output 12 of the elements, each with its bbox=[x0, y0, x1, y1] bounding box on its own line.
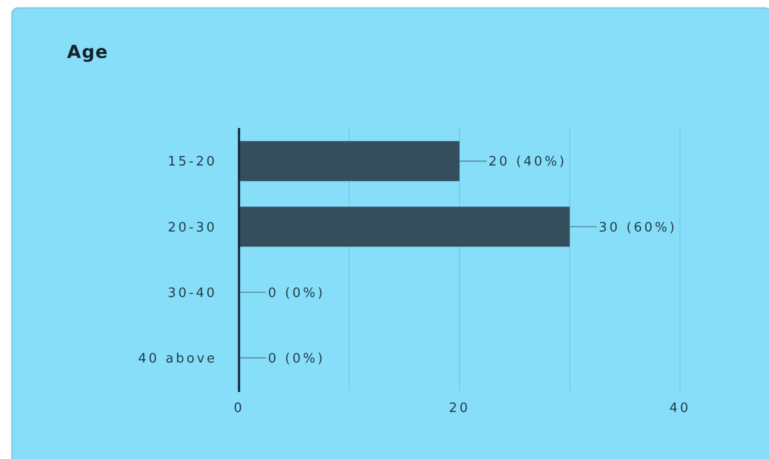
data-label: 0 (0%) bbox=[268, 351, 325, 366]
y-tick-label: 15-20 bbox=[168, 154, 217, 170]
y-tick-label: 40 above bbox=[138, 351, 217, 366]
data-label: 30 (60%) bbox=[598, 220, 677, 236]
x-tick-label: 0 bbox=[234, 401, 244, 416]
data-label: 0 (0%) bbox=[268, 286, 325, 301]
data-label: 20 (40%) bbox=[488, 154, 567, 170]
x-tick-label: 20 bbox=[448, 401, 470, 416]
text: Age bbox=[67, 42, 108, 63]
x-tick-label: 40 bbox=[669, 401, 691, 416]
y-tick-label: 20-30 bbox=[168, 220, 217, 236]
y-tick-label: 30-40 bbox=[168, 286, 217, 301]
